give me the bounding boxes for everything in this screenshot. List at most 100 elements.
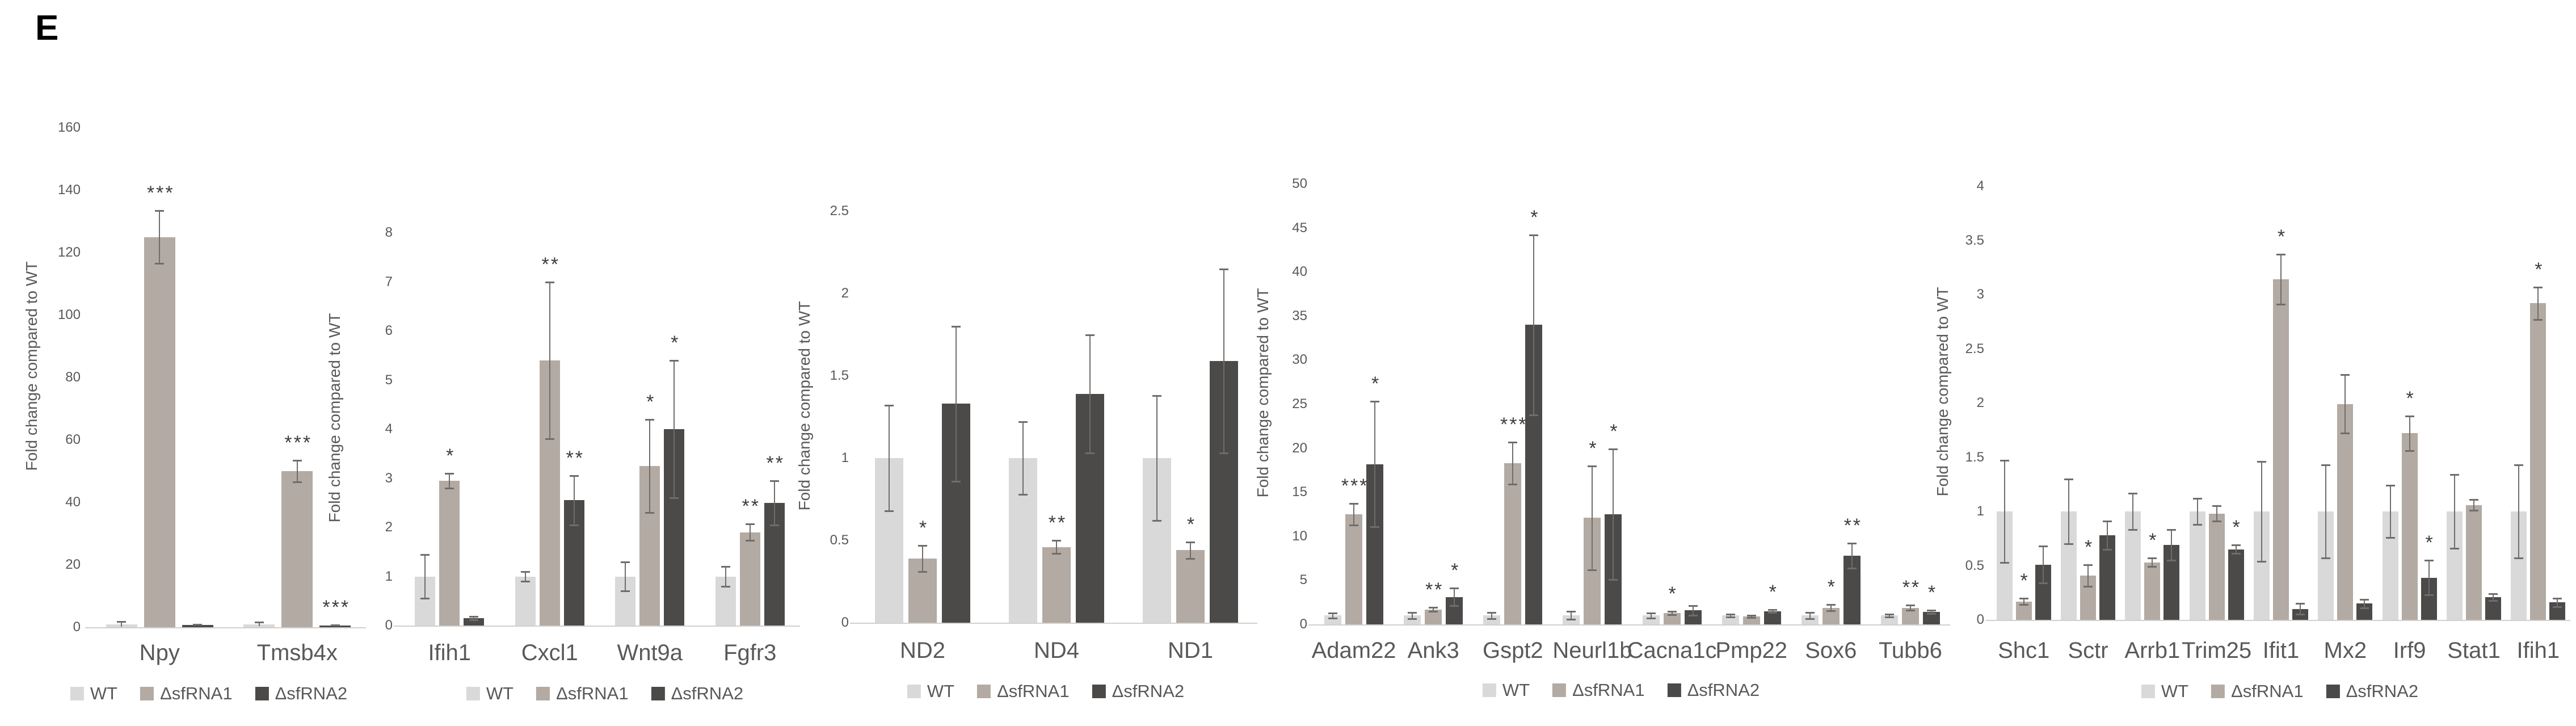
error-bar [2107, 521, 2108, 549]
legend-item-δsfrna1: ΔsfRNA1 [1552, 680, 1645, 700]
significance-marker: *** [1500, 413, 1528, 435]
bar-δsfrna1-nd4 [1042, 547, 1071, 623]
significance-marker: * [919, 517, 929, 539]
error-bar-cap-bottom [2296, 614, 2305, 616]
legend-swatch-icon [907, 685, 921, 698]
error-bar-cap-top [2296, 603, 2305, 605]
error-bar-cap-top [1152, 395, 1161, 397]
legend-swatch-icon [1552, 683, 1567, 697]
error-bar-cap-top [117, 620, 127, 623]
error-bar [549, 282, 550, 439]
error-bar-cap-top [1328, 612, 1338, 614]
error-bar-cap-top [1450, 587, 1459, 590]
error-bar-cap-top [2489, 593, 2498, 595]
significance-marker: *** [146, 182, 175, 204]
legend-label: WT [90, 683, 118, 703]
legend-swatch-icon [140, 687, 154, 700]
bar-wt-sox6 [1801, 615, 1819, 624]
category-label: Wnt9a [617, 640, 683, 665]
y-tick-label: 60 [65, 432, 81, 447]
error-bar [2557, 598, 2558, 607]
error-bar-cap-bottom [885, 510, 894, 512]
legend-label: ΔsfRNA1 [1572, 680, 1645, 700]
error-bar-cap-top [1349, 503, 1359, 505]
significance-marker: * [1927, 582, 1938, 604]
error-bar [2389, 485, 2391, 538]
significance-marker: * [1668, 582, 1678, 605]
error-bar-cap-bottom [2231, 553, 2241, 555]
error-bar-cap-bottom [1370, 526, 1380, 528]
y-tick-label: 2 [385, 519, 393, 535]
error-bar-cap-top [1018, 421, 1028, 423]
error-bar [1412, 612, 1413, 619]
error-bar-cap-top [1085, 334, 1095, 336]
significance-marker: ** [566, 447, 584, 469]
error-bar [2473, 499, 2474, 511]
category-label: Tmsb4x [256, 640, 338, 665]
error-bar [258, 622, 260, 626]
error-bar [2042, 546, 2044, 584]
significance-marker: * [2277, 226, 2287, 248]
error-bar-cap-top [1508, 441, 1518, 443]
category-label: Trim25 [2182, 638, 2252, 663]
legend-item-wt: WT [466, 683, 513, 704]
bar-δsfrna1-ifih1 [439, 480, 460, 626]
error-bar-cap-top [1905, 604, 1915, 606]
error-bar-cap-top [1805, 612, 1815, 614]
error-bar [449, 473, 451, 488]
error-bar-cap-top [2103, 521, 2112, 523]
error-bar [625, 561, 626, 591]
legend-label: ΔsfRNA1 [556, 683, 629, 703]
error-bar-cap-bottom [292, 481, 302, 484]
error-bar [1729, 614, 1731, 617]
bar-δsfrna2-trim25 [2228, 549, 2244, 620]
error-bar-cap-top [420, 553, 430, 556]
bar-δsfrna1-adam22 [1345, 514, 1363, 624]
error-bar-cap-bottom [1429, 611, 1438, 613]
legend-swatch-icon [1482, 683, 1496, 697]
error-bar-cap-top [2533, 286, 2543, 288]
y-tick-label: 5 [385, 372, 393, 388]
category-label: ND1 [1167, 638, 1214, 663]
y-tick-label: 6 [385, 323, 393, 338]
y-tick-label: 1 [385, 568, 393, 584]
y-tick-label: 0 [841, 615, 849, 630]
bar-δsfrna1-fgfr3 [739, 532, 760, 626]
error-bar [424, 554, 426, 599]
error-bar [1613, 449, 1614, 580]
error-bar-cap-bottom [2167, 559, 2177, 561]
category-label: Ifih1 [428, 640, 472, 665]
category-label: Fgfr3 [723, 640, 777, 665]
error-bar-cap-bottom [445, 487, 454, 489]
error-bar [1022, 422, 1024, 494]
error-bar [2428, 560, 2430, 595]
y-axis-title: Fold change compared to WT [326, 313, 343, 523]
category-label: Adam22 [1311, 638, 1396, 663]
error-bar-cap-bottom [2424, 594, 2434, 597]
error-bar-cap-top [1667, 610, 1677, 612]
error-bar-cap-top [1529, 234, 1539, 237]
significance-marker: * [2232, 517, 2242, 539]
error-bar-cap-bottom [2192, 523, 2202, 526]
legend-item-δsfrna2: ΔsfRNA2 [1092, 681, 1184, 702]
legend: WT ΔsfRNA1 ΔsfRNA2 [466, 683, 743, 704]
error-bar [1491, 612, 1493, 619]
error-bar [922, 545, 923, 572]
error-bar-cap-bottom [2019, 604, 2028, 606]
error-bar [2409, 416, 2410, 451]
significance-marker: *** [284, 431, 313, 454]
category-label: Cxcl1 [521, 640, 578, 665]
error-bar-cap-bottom [1826, 610, 1836, 612]
error-bar-cap-top [1746, 615, 1756, 617]
error-bar [2493, 594, 2494, 601]
error-bar [2364, 599, 2365, 608]
error-bar [2261, 461, 2262, 561]
significance-marker: * [2149, 530, 2158, 552]
error-bar-cap-bottom [1688, 614, 1698, 616]
error-bar-cap-bottom [2103, 548, 2112, 551]
legend: WT ΔsfRNA1 ΔsfRNA2 [2141, 681, 2418, 702]
error-bar-cap-top [2450, 474, 2459, 476]
error-bar-cap-bottom [545, 438, 554, 440]
error-bar [2196, 498, 2198, 524]
